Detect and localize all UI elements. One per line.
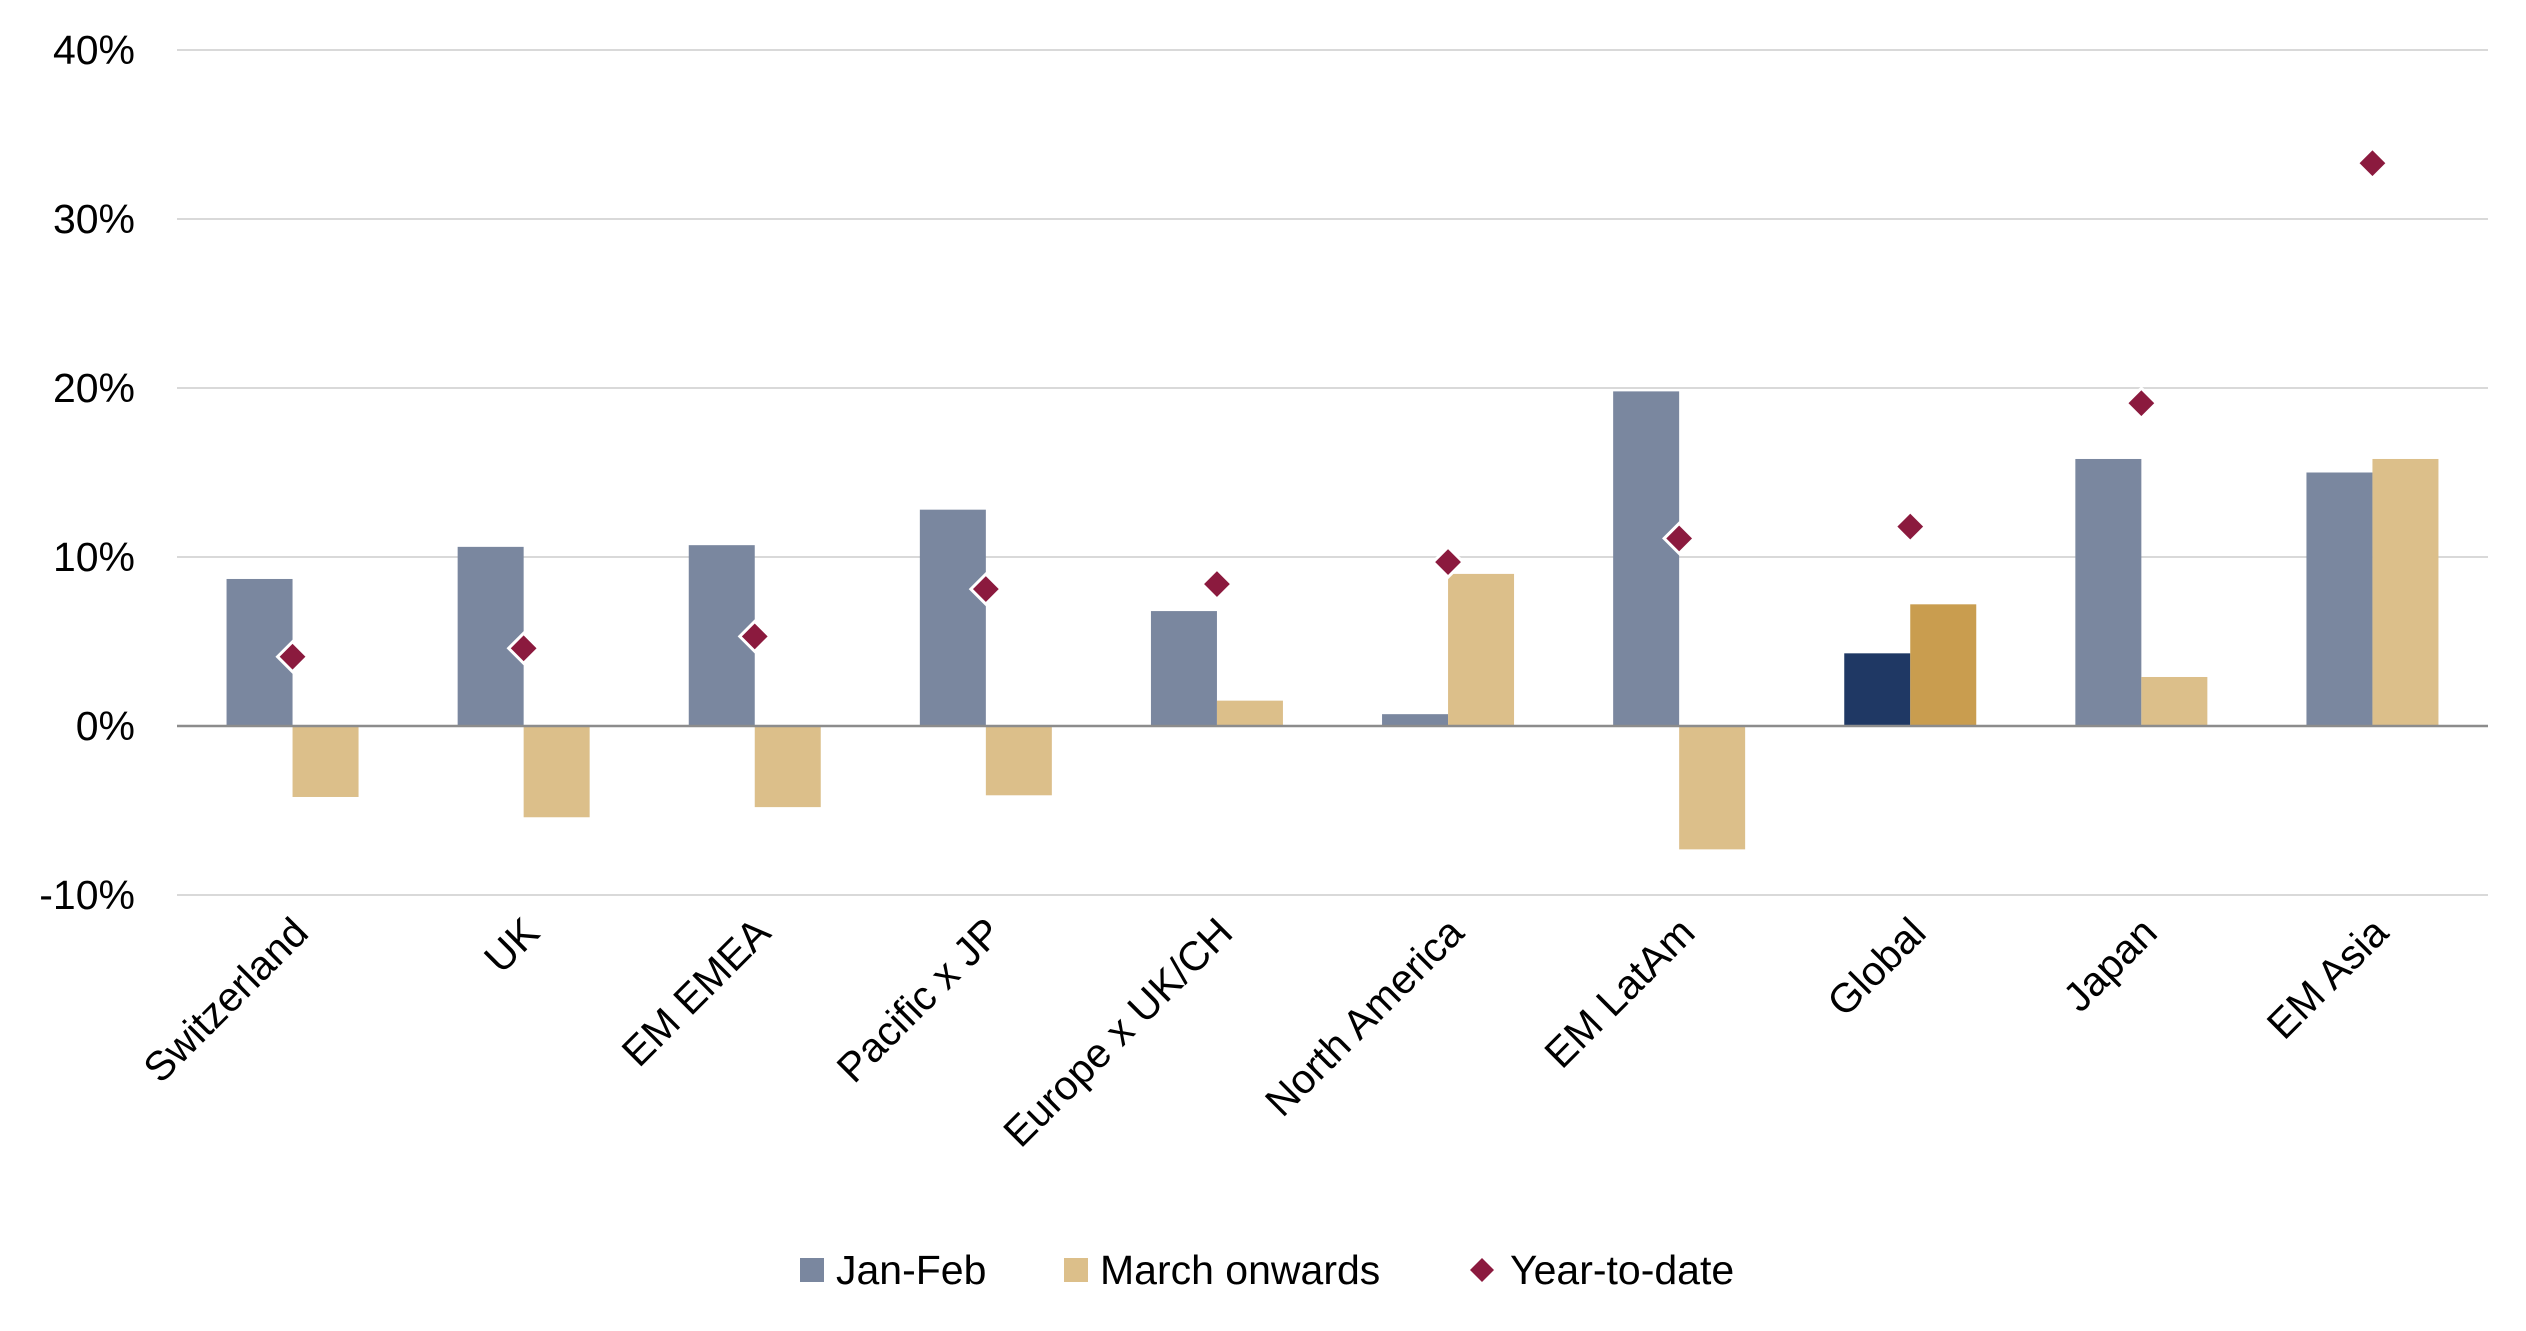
bar-march-onwards-europe-x-uk-ch <box>1216 700 1283 726</box>
bar-jan-feb-pacific-x-jp <box>919 509 986 726</box>
marker-ytd-em-latam <box>1662 521 1697 556</box>
marker-ytd-pacific-x-jp <box>968 571 1003 607</box>
x-category-label: Switzerland <box>135 909 317 1091</box>
bar-march-onwards-em-emea <box>754 726 821 808</box>
bar-jan-feb-north-america <box>1382 714 1449 726</box>
bar-march-onwards-em-asia <box>2372 458 2439 726</box>
bar-march-onwards-em-latam <box>1679 726 1746 850</box>
bar-march-onwards-japan <box>2141 676 2208 726</box>
legend-swatch-jan-feb <box>800 1258 824 1282</box>
bar-march-onwards-north-america <box>1448 573 1515 726</box>
legend-swatch-year-to-date <box>1470 1258 1494 1282</box>
x-category-label: EM LatAm <box>1536 909 1704 1077</box>
y-tick-label: 10% <box>53 534 135 580</box>
x-category-label: Global <box>1818 909 1934 1025</box>
x-category-label: Europe x UK/CH <box>994 909 1241 1156</box>
x-category-label: North America <box>1256 909 1472 1125</box>
legend-label-march-onwards: March onwards <box>1100 1247 1380 1293</box>
bar-jan-feb-uk <box>457 546 524 726</box>
bar-march-onwards-switzerland <box>292 726 359 797</box>
bar-jan-feb-japan <box>2075 458 2142 726</box>
y-tick-label: 40% <box>53 27 135 73</box>
marker-ytd-europe-x-uk-ch <box>1199 566 1235 602</box>
bars <box>226 391 2439 850</box>
x-category-label: EM Asia <box>2258 909 2397 1048</box>
marker-ytd-em-asia <box>2355 146 2390 181</box>
ytd-markers <box>275 146 2390 674</box>
marker-ytd-global <box>1893 509 1928 544</box>
bar-jan-feb-em-latam <box>1613 391 1680 726</box>
y-tick-label: 20% <box>53 365 135 411</box>
bar-march-onwards-pacific-x-jp <box>985 726 1052 796</box>
legend-label-jan-feb: Jan-Feb <box>836 1247 986 1293</box>
x-category-label: Japan <box>2054 909 2166 1021</box>
y-axis-tick-labels: -10% 0% 10% 20% 30% 40% <box>39 27 135 918</box>
x-category-label: UK <box>475 909 548 982</box>
legend-swatch-march-onwards <box>1064 1258 1088 1282</box>
x-category-label: Pacific x JP <box>828 909 1010 1091</box>
bar-march-onwards-global <box>1910 604 1977 726</box>
legend-label-year-to-date: Year-to-date <box>1510 1247 1734 1293</box>
marker-ytd-uk <box>506 631 541 666</box>
y-tick-label: -10% <box>39 872 135 918</box>
marker-ytd-em-emea <box>737 619 772 654</box>
bar-march-onwards-uk <box>523 726 590 818</box>
legend: Jan-Feb March onwards Year-to-date <box>800 1247 1734 1293</box>
bar-jan-feb-europe-x-uk-ch <box>1150 611 1217 726</box>
y-tick-label: 0% <box>76 703 135 749</box>
bar-jan-feb-global <box>1844 653 1911 726</box>
x-category-label: EM EMEA <box>613 908 780 1075</box>
marker-ytd-north-america <box>1430 544 1466 580</box>
bar-jan-feb-em-asia <box>2306 472 2373 726</box>
marker-ytd-switzerland <box>275 639 310 674</box>
marker-ytd-japan <box>2124 386 2159 421</box>
y-tick-label: 30% <box>53 196 135 242</box>
